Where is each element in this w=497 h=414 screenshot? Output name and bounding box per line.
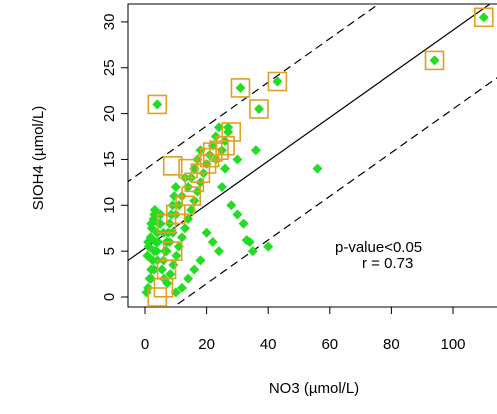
highlight-marker [209, 140, 229, 161]
data-point [143, 236, 154, 247]
data-point [478, 12, 489, 23]
x-axis-title: NO3 (µmol/L) [269, 380, 359, 397]
data-point [183, 214, 194, 225]
stats-annotation: p-value<0.05 r = 0.73 [335, 239, 422, 272]
x-tick-label: 0 [141, 336, 149, 353]
data-point [235, 82, 246, 93]
x-tick-label: 40 [260, 336, 277, 353]
x-tick-label: 80 [383, 336, 400, 353]
y-tick-label: 30 [101, 14, 118, 31]
data-point [142, 250, 153, 261]
data-point [195, 255, 206, 266]
data-point [176, 282, 187, 293]
highlight-marker [196, 154, 217, 174]
data-point [146, 273, 157, 284]
upper-band-line [128, 4, 380, 183]
data-point [152, 99, 163, 110]
y-tick-label: 15 [101, 151, 118, 168]
data-point [176, 232, 187, 243]
x-tick-label: 20 [198, 336, 215, 353]
highlight-marker [156, 213, 177, 234]
x-tick-label: 100 [440, 336, 465, 353]
highlight-marker [249, 99, 269, 119]
y-axis: 0 5 10 15 20 25 30 [101, 14, 128, 301]
data-point [189, 264, 200, 275]
data-point [151, 246, 162, 257]
highlight-marker [473, 7, 494, 28]
data-point [170, 181, 181, 192]
data-point [232, 154, 243, 165]
data-point [170, 287, 181, 298]
highlight-marker [230, 78, 251, 98]
data-point [183, 273, 194, 284]
lower-band-line [172, 77, 497, 307]
highlight-marker [147, 94, 168, 115]
data-point [253, 104, 264, 115]
highlight-marker [184, 172, 205, 193]
data-point [272, 76, 283, 87]
y-axis-title: SIOH4 (µmol/L) [30, 106, 47, 211]
data-point [162, 278, 173, 289]
y-tick-label: 25 [101, 59, 118, 76]
data-point [201, 227, 212, 238]
data-point [207, 236, 218, 247]
data-point [217, 181, 227, 192]
data-point [156, 264, 167, 275]
data-point [223, 122, 234, 133]
data-point [247, 246, 258, 257]
data-point [241, 235, 252, 246]
data-point [149, 264, 160, 275]
y-tick-label: 0 [101, 293, 118, 301]
data-point [213, 246, 224, 257]
data-point [171, 250, 182, 261]
highlight-marker [221, 122, 242, 142]
data-point [263, 241, 274, 252]
data-point [429, 55, 440, 66]
data-point [180, 223, 191, 234]
data-point [312, 163, 323, 174]
data-point [152, 236, 163, 247]
y-tick-label: 5 [101, 247, 118, 255]
data-point [238, 218, 249, 229]
x-tick-label: 60 [321, 336, 338, 353]
x-axis: 0 20 40 60 80 100 [141, 307, 466, 353]
y-tick-label: 20 [101, 105, 118, 122]
annotation-r: r = 0.73 [362, 255, 413, 272]
data-point [226, 200, 237, 211]
plot-frame [127, 3, 497, 308]
data-point [220, 163, 231, 174]
highlight-marker [147, 287, 168, 307]
highlight-marker [202, 142, 223, 162]
y-tick-label: 10 [101, 197, 118, 214]
highlight-marker [267, 71, 288, 92]
data-point [146, 218, 157, 229]
data-point [250, 145, 261, 156]
highlight-marker [424, 50, 445, 71]
data-point [213, 122, 224, 133]
data-point [149, 209, 160, 220]
highlight-marker [215, 135, 235, 156]
data-points [141, 7, 494, 307]
data-point [168, 259, 179, 270]
highlight-marker [162, 156, 183, 176]
annotation-pvalue: p-value<0.05 [335, 239, 422, 256]
data-point [232, 209, 243, 220]
data-point [165, 269, 176, 280]
